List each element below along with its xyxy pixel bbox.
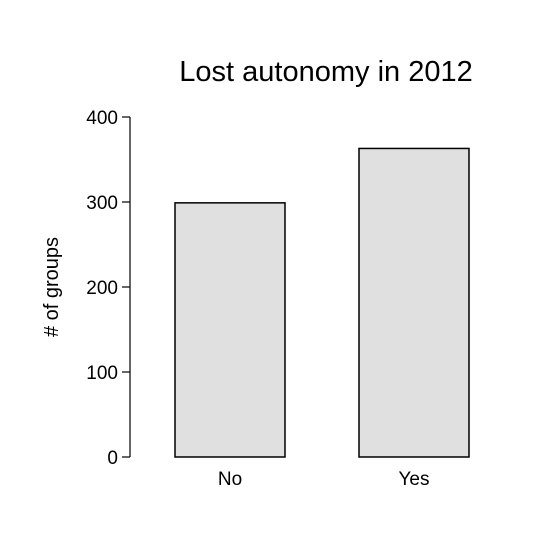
y-tick-label: 100 [86,363,118,384]
y-tick-label: 0 [107,448,118,469]
y-axis-ticks: 0 100 200 300 400 [86,108,130,469]
x-tick-label-yes: Yes [399,469,430,490]
y-tick-label: 400 [86,108,118,129]
y-tick-label: 300 [86,193,118,214]
bar-no [174,202,286,458]
bars [174,147,470,458]
chart-title: Lost autonomy in 2012 [179,56,472,88]
y-axis-label: # of groups [41,237,63,337]
bar-yes [358,147,470,458]
y-tick-label: 200 [86,278,118,299]
x-axis-tick-labels: No Yes [218,469,430,490]
x-tick-label-no: No [218,469,242,490]
